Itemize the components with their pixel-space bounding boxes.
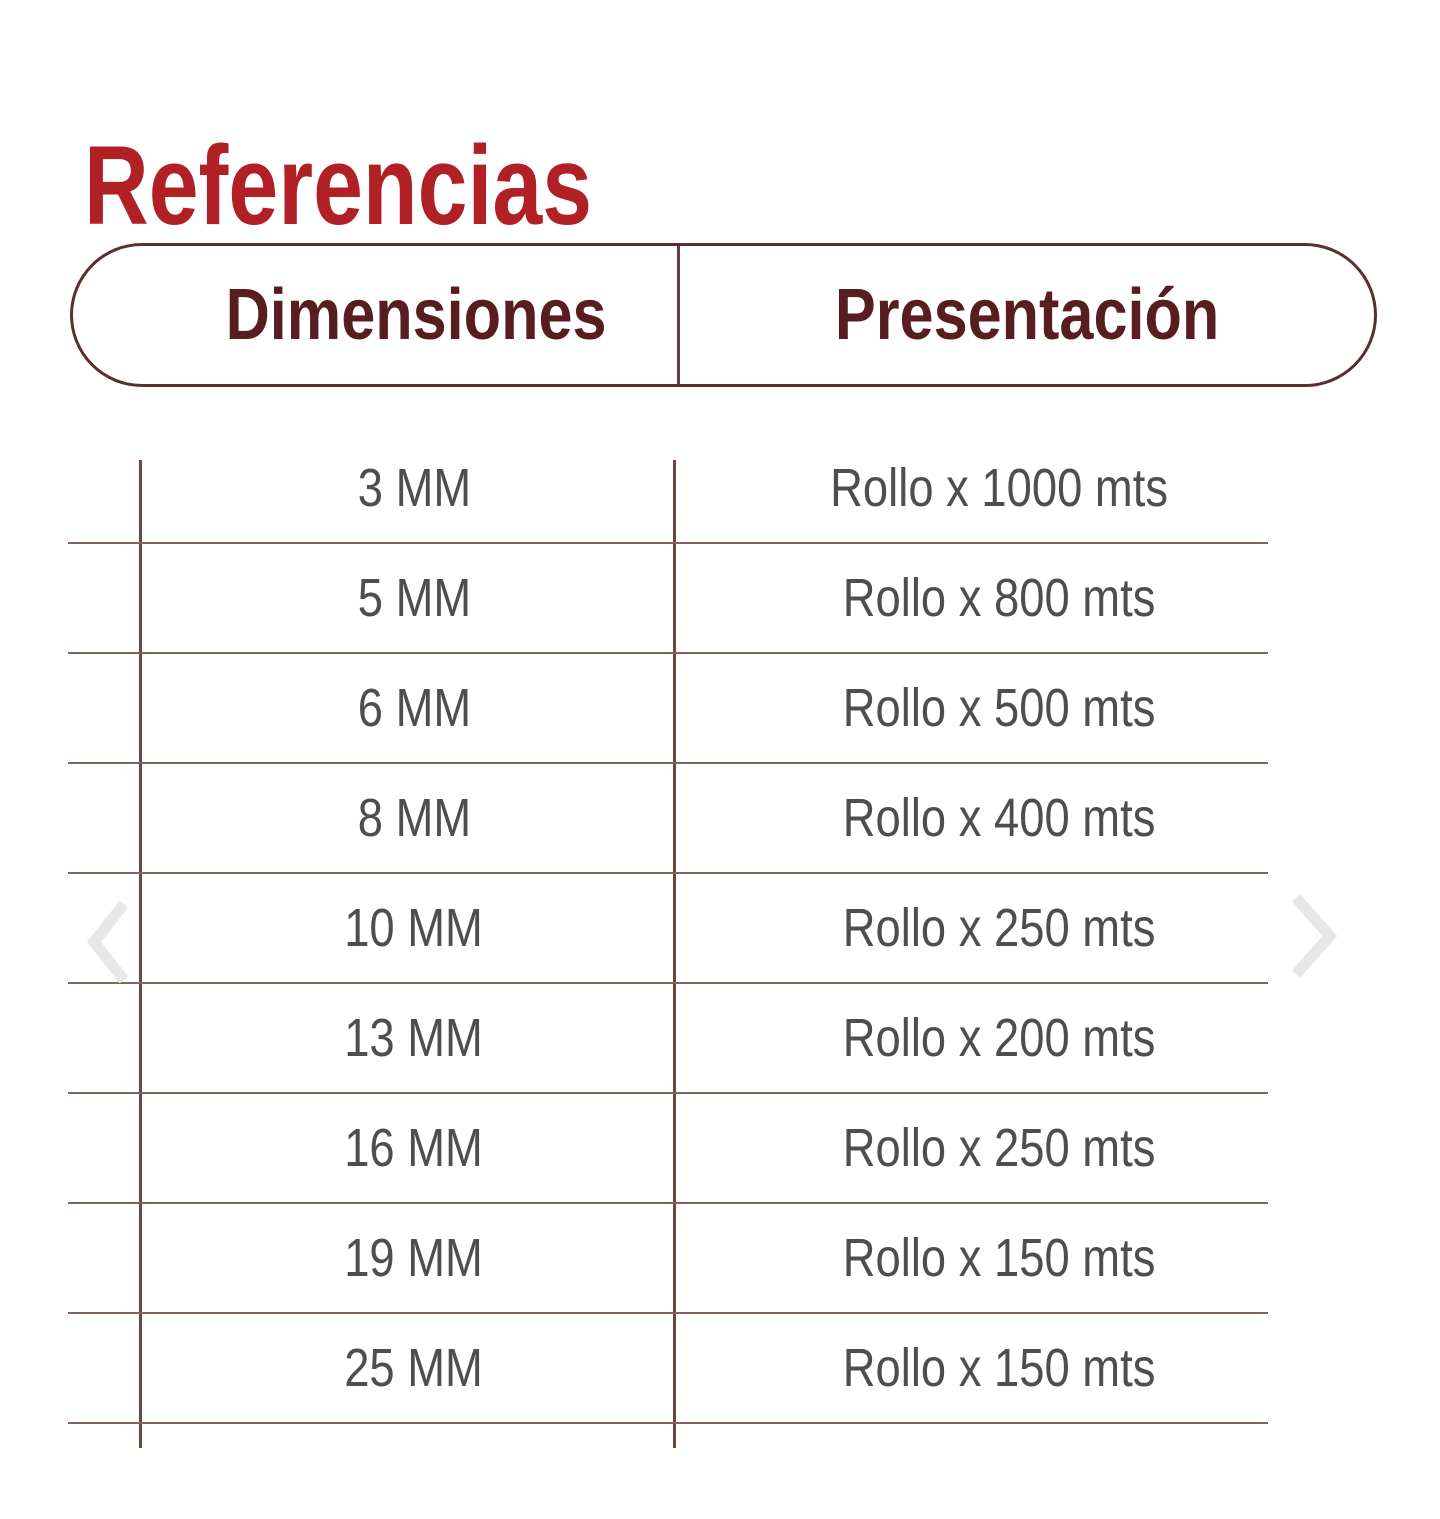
dimension-value: 25 MM [344,1338,484,1398]
table-column-divider-line [673,460,676,1448]
presentation-value: Rollo x 250 mts [842,1118,1156,1178]
presentation-value: Rollo x 500 mts [842,678,1156,738]
presentation-value: Rollo x 250 mts [842,898,1156,958]
table-row: 6 MM Rollo x 500 mts [68,654,1268,764]
header-label-presentacion: Presentación [834,275,1220,355]
dimension-value: 8 MM [357,788,471,848]
presentation-value: Rollo x 800 mts [842,568,1156,628]
dimension-cell: 3 MM [140,434,674,542]
presentation-value: Rollo x 1000 mts [830,458,1168,518]
dimension-value: 16 MM [344,1118,484,1178]
table-row: 25 MM Rollo x 150 mts [68,1314,1268,1424]
table-header: Dimensiones Presentación [70,243,1377,387]
dimension-value: 10 MM [344,898,484,958]
header-cell-presentacion: Presentación [677,246,1374,384]
dimension-cell: 5 MM [140,544,674,652]
table-row: 13 MM Rollo x 200 mts [68,984,1268,1094]
presentation-cell: Rollo x 1000 mts [674,434,1268,542]
presentation-value: Rollo x 400 mts [842,788,1156,848]
header-cell-dimensiones: Dimensiones [73,246,677,384]
table-row: 10 MM Rollo x 250 mts [68,874,1268,984]
dimension-value: 5 MM [357,568,471,628]
table-row: 19 MM Rollo x 150 mts [68,1204,1268,1314]
dimension-cell: 13 MM [140,984,674,1092]
dimension-cell: 10 MM [140,874,674,982]
chevron-left-icon [86,900,129,984]
dimension-value: 6 MM [357,678,471,738]
chevron-right-icon [1291,894,1338,978]
page-title: Referencias [84,130,719,242]
presentation-cell: Rollo x 250 mts [674,1094,1268,1202]
presentation-cell: Rollo x 150 mts [674,1204,1268,1312]
dimension-cell: 25 MM [140,1314,674,1422]
presentation-value: Rollo x 200 mts [842,1008,1156,1068]
dimension-cell: 19 MM [140,1204,674,1312]
table-row: 16 MM Rollo x 250 mts [68,1094,1268,1204]
presentation-value: Rollo x 150 mts [842,1228,1156,1288]
dimension-cell: 8 MM [140,764,674,872]
table-row: 3 MM Rollo x 1000 mts [68,434,1268,544]
table-row: 8 MM Rollo x 400 mts [68,764,1268,874]
dimension-cell: 16 MM [140,1094,674,1202]
carousel-prev-button[interactable] [84,898,132,986]
dimension-value: 19 MM [344,1228,484,1288]
dimension-value: 3 MM [357,458,471,518]
header-label-dimensiones: Dimensiones [225,275,607,355]
presentation-cell: Rollo x 150 mts [674,1314,1268,1422]
presentation-cell: Rollo x 400 mts [674,764,1268,872]
table-row: 5 MM Rollo x 800 mts [68,544,1268,654]
page-title-text: Referencias [84,123,593,249]
dimension-value: 13 MM [344,1008,484,1068]
dimension-cell: 6 MM [140,654,674,762]
presentation-cell: Rollo x 200 mts [674,984,1268,1092]
presentation-cell: Rollo x 250 mts [674,874,1268,982]
table-left-border-line [139,460,142,1448]
presentation-cell: Rollo x 800 mts [674,544,1268,652]
presentation-value: Rollo x 150 mts [842,1338,1156,1398]
carousel-next-button[interactable] [1284,892,1340,980]
presentation-cell: Rollo x 500 mts [674,654,1268,762]
references-table-body: 3 MM Rollo x 1000 mts 5 MM Rollo x 800 m… [68,434,1268,1424]
